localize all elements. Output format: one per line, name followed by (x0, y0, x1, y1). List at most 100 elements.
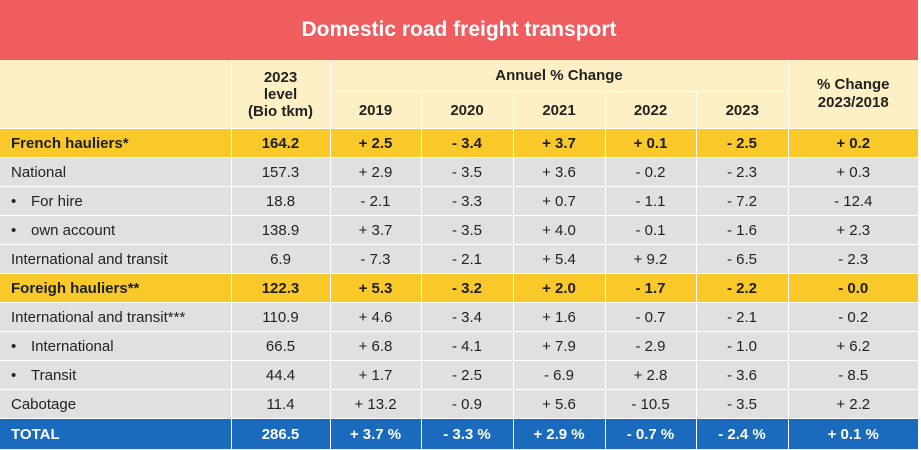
bullet-marker: • (11, 221, 17, 239)
change-cell-2022: - 1.7 (605, 273, 697, 303)
header-level-word: level (263, 85, 298, 103)
change-cell-2022: + 9.2 (605, 244, 697, 274)
change-cell-2021: + 1.6 (513, 302, 606, 332)
bullet-marker: • (11, 366, 17, 384)
table-row: Cabotage 11.4 + 13.2- 0.9 + 5.6- 10.5- 3.5 +… (0, 389, 918, 419)
change-cell-2023: - 1.0 (696, 331, 789, 361)
change-cell-2019: + 5.3 (330, 273, 422, 303)
change-cell-2022: - 0.1 (605, 215, 697, 245)
change-cell-2021: - 6.9 (513, 360, 606, 390)
row-label-text: French hauliers* (11, 134, 129, 152)
row-label-text: International (31, 337, 114, 355)
row-label: National (0, 157, 232, 187)
table-title: Domestic road freight transport (0, 0, 918, 60)
row-label: Cabotage (0, 389, 232, 419)
row-label-text: International and transit (11, 250, 168, 268)
change-cell-2022: - 10.5 (605, 389, 697, 419)
change-cell-2020: - 3.5 (421, 157, 514, 187)
change-cell-2020: - 3.4 (421, 302, 514, 332)
header-pct-change: % Change 2023/2018 (788, 60, 918, 129)
pct-change-cell: + 2.3 (788, 215, 918, 245)
pct-change-cell: + 0.3 (788, 157, 918, 187)
change-cell-2020: - 3.4 (421, 128, 514, 158)
row-label-text: National (11, 163, 67, 181)
change-cell-2023: - 3.5 (696, 389, 789, 419)
table-row: • Transit 44.4 + 1.7- 2.5- 6.9 + 2.8- 3.6- 8… (0, 360, 918, 390)
pct-change-cell: - 12.4 (788, 186, 918, 216)
header-blank (0, 60, 232, 129)
total-level: 286.5 (231, 418, 331, 450)
row-label: • For hire (0, 186, 232, 216)
table-row: • For hire 18.8- 2.1- 3.3 + 0.7- 1.1- 7.2- … (0, 186, 918, 216)
table-row: International and transit 6.9- 7.3- 2.1 + … (0, 244, 918, 274)
change-cell-2023: - 2.3 (696, 157, 789, 187)
pct-change-cell: - 8.5 (788, 360, 918, 390)
change-cell-2020: - 2.1 (421, 244, 514, 274)
level-cell: 44.4 (231, 360, 331, 390)
freight-table: 2023 level (Bio tkm) Annuel % Change % C… (0, 60, 918, 450)
level-cell: 66.5 (231, 331, 331, 361)
row-label-text: International and transit*** (11, 308, 186, 326)
header-annual-change: Annuel % Change (330, 60, 789, 92)
change-cell-2021: + 5.6 (513, 389, 606, 419)
header-pct-change-line1: % Change (816, 76, 890, 93)
change-cell-2020: - 4.1 (421, 331, 514, 361)
total-label: TOTAL (0, 418, 232, 450)
header-year-2022: 2022 (605, 91, 697, 129)
change-cell-2019: - 7.3 (330, 244, 422, 274)
change-cell-2019: + 13.2 (330, 389, 422, 419)
total-change-2019: + 3.7 % (330, 418, 422, 450)
change-cell-2019: + 2.5 (330, 128, 422, 158)
row-label-text: Transit (31, 366, 77, 384)
row-label: International and transit*** (0, 302, 232, 332)
row-label-text: own account (31, 221, 116, 239)
change-cell-2021: + 3.6 (513, 157, 606, 187)
pct-change-cell: + 2.2 (788, 389, 918, 419)
total-change-2021: + 2.9 % (513, 418, 606, 450)
change-cell-2022: - 1.1 (605, 186, 697, 216)
total-change-2022: - 0.7 % (605, 418, 697, 450)
change-cell-2020: - 3.2 (421, 273, 514, 303)
total-row: TOTAL 286.5 + 3.7 % - 3.3 % + 2.9 % - 0.7 % - … (0, 418, 918, 450)
pct-change-cell: + 0.2 (788, 128, 918, 158)
table-row: • International 66.5 + 6.8- 4.1 + 7.9- 2.9- … (0, 331, 918, 361)
level-cell: 6.9 (231, 244, 331, 274)
change-cell-2019: + 6.8 (330, 331, 422, 361)
table-row: French hauliers* 164.2 + 2.5- 3.4 + 3.7 + 0.… (0, 128, 918, 158)
table-row: National 157.3 + 2.9- 3.5 + 3.6- 0.2- 2.3 + … (0, 157, 918, 187)
level-cell: 138.9 (231, 215, 331, 245)
change-cell-2023: - 7.2 (696, 186, 789, 216)
change-cell-2022: - 0.2 (605, 157, 697, 187)
change-cell-2022: + 2.8 (605, 360, 697, 390)
total-change-2020: - 3.3 % (421, 418, 514, 450)
change-cell-2019: + 1.7 (330, 360, 422, 390)
bullet-marker: • (11, 337, 17, 355)
change-cell-2019: + 2.9 (330, 157, 422, 187)
change-cell-2020: - 3.3 (421, 186, 514, 216)
change-cell-2021: + 3.7 (513, 128, 606, 158)
change-cell-2021: + 0.7 (513, 186, 606, 216)
header-pct-change-line2: 2023/2018 (817, 94, 889, 111)
row-label-text: Foreigh hauliers** (11, 279, 140, 297)
level-cell: 11.4 (231, 389, 331, 419)
pct-change-cell: - 2.3 (788, 244, 918, 274)
header-year-2023: 2023 (696, 91, 788, 129)
change-cell-2021: + 4.0 (513, 215, 606, 245)
total-change-2023: - 2.4 % (696, 418, 789, 450)
table-row: Foreigh hauliers** 122.3 + 5.3- 3.2 + 2.0- … (0, 273, 918, 303)
pct-change-cell: - 0.0 (788, 273, 918, 303)
row-label: International and transit (0, 244, 232, 274)
change-cell-2022: - 2.9 (605, 331, 697, 361)
change-cell-2021: + 2.0 (513, 273, 606, 303)
bullet-marker: • (11, 192, 17, 210)
change-cell-2021: + 5.4 (513, 244, 606, 274)
change-cell-2023: - 1.6 (696, 215, 789, 245)
level-cell: 157.3 (231, 157, 331, 187)
row-label: • own account (0, 215, 232, 245)
change-cell-2022: + 0.1 (605, 128, 697, 158)
change-cell-2023: - 2.1 (696, 302, 789, 332)
change-cell-2021: + 7.9 (513, 331, 606, 361)
level-cell: 164.2 (231, 128, 331, 158)
change-cell-2023: - 2.5 (696, 128, 789, 158)
